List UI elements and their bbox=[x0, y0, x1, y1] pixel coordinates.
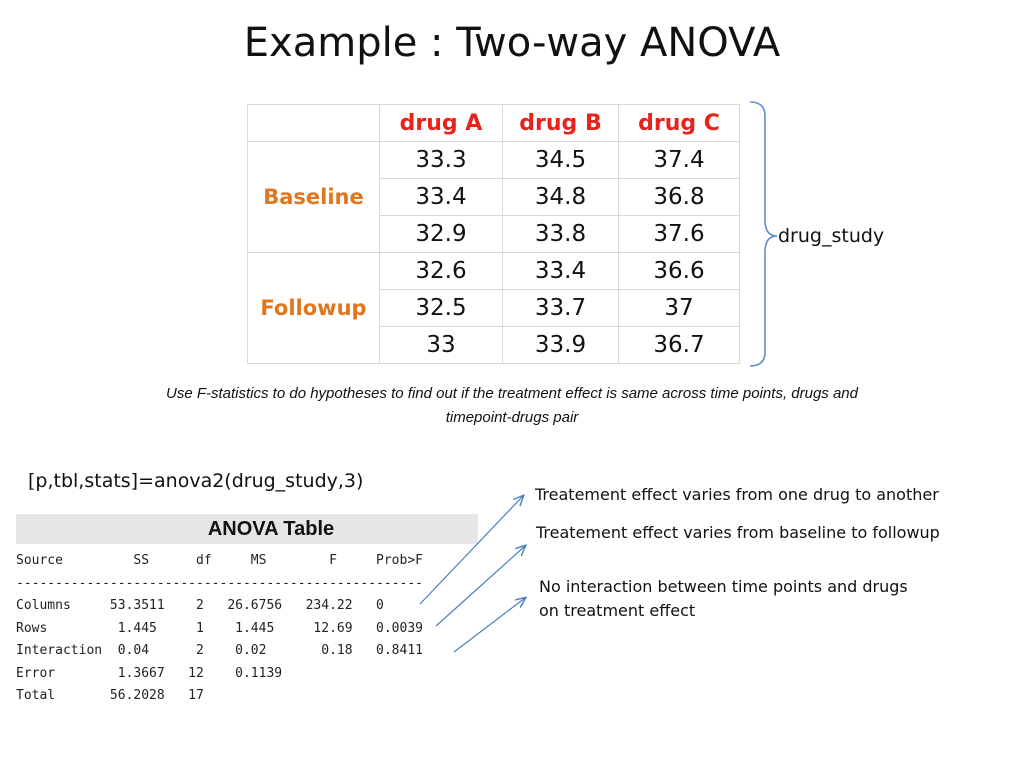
table-cell: 36.6 bbox=[618, 252, 740, 290]
bracket-label: drug_study bbox=[778, 225, 885, 247]
matlab-command: [p,tbl,stats]=anova2(drug_study,3) bbox=[28, 470, 364, 492]
note-line: timepoint-drugs pair bbox=[445, 409, 579, 426]
annotation-drug-effect: Treatement effect varies from one drug t… bbox=[535, 485, 939, 504]
column-header: drug A bbox=[379, 104, 503, 142]
column-header: drug B bbox=[502, 104, 619, 142]
page-title: Example : Two-way ANOVA bbox=[243, 20, 781, 66]
table-cell: 34.8 bbox=[502, 178, 619, 216]
table-cell: 36.7 bbox=[618, 326, 740, 364]
table-cell: 36.8 bbox=[618, 178, 740, 216]
annotation-line: No interaction between time points and d… bbox=[539, 577, 908, 596]
arrow-icon bbox=[419, 496, 523, 605]
table-row: 33 33.9 36.7 bbox=[248, 326, 740, 364]
annotation-time-effect: Treatement effect varies from baseline t… bbox=[536, 523, 940, 542]
table-row: 32.9 33.8 37.6 bbox=[248, 215, 740, 253]
table-cell: 33 bbox=[379, 326, 503, 364]
table-row: 32.5 33.7 37 bbox=[248, 289, 740, 327]
anova-table-title: ANOVA Table bbox=[16, 514, 478, 544]
table-cell: 33.3 bbox=[379, 141, 503, 179]
table-cell: 32.9 bbox=[379, 215, 503, 253]
anova-table-text: Source SS df MS F Prob>F ---------------… bbox=[16, 553, 423, 703]
table-cell: 33.4 bbox=[502, 252, 619, 290]
corner-cell bbox=[247, 104, 380, 142]
anova-table-output: ANOVA Table Source SS df MS F Prob>F ---… bbox=[16, 514, 478, 708]
arrow-icon bbox=[453, 598, 525, 653]
table-cell: 33.7 bbox=[502, 289, 619, 327]
annotation-interaction: No interaction between time points and d… bbox=[539, 575, 908, 623]
note-line: Use F-statistics to do hypotheses to fin… bbox=[166, 385, 858, 402]
group-label-baseline: Baseline bbox=[247, 141, 380, 253]
drug-study-table: drug A drug B drug C Baseline 33.3 34.5 … bbox=[247, 104, 740, 364]
table-cell: 33.9 bbox=[502, 326, 619, 364]
table-row: 33.4 34.8 36.8 bbox=[248, 178, 740, 216]
table-cell: 37 bbox=[618, 289, 740, 327]
annotation-line: on treatment effect bbox=[539, 601, 696, 620]
instruction-note: Use F-statistics to do hypotheses to fin… bbox=[70, 382, 954, 430]
arrow-icon bbox=[435, 546, 525, 627]
